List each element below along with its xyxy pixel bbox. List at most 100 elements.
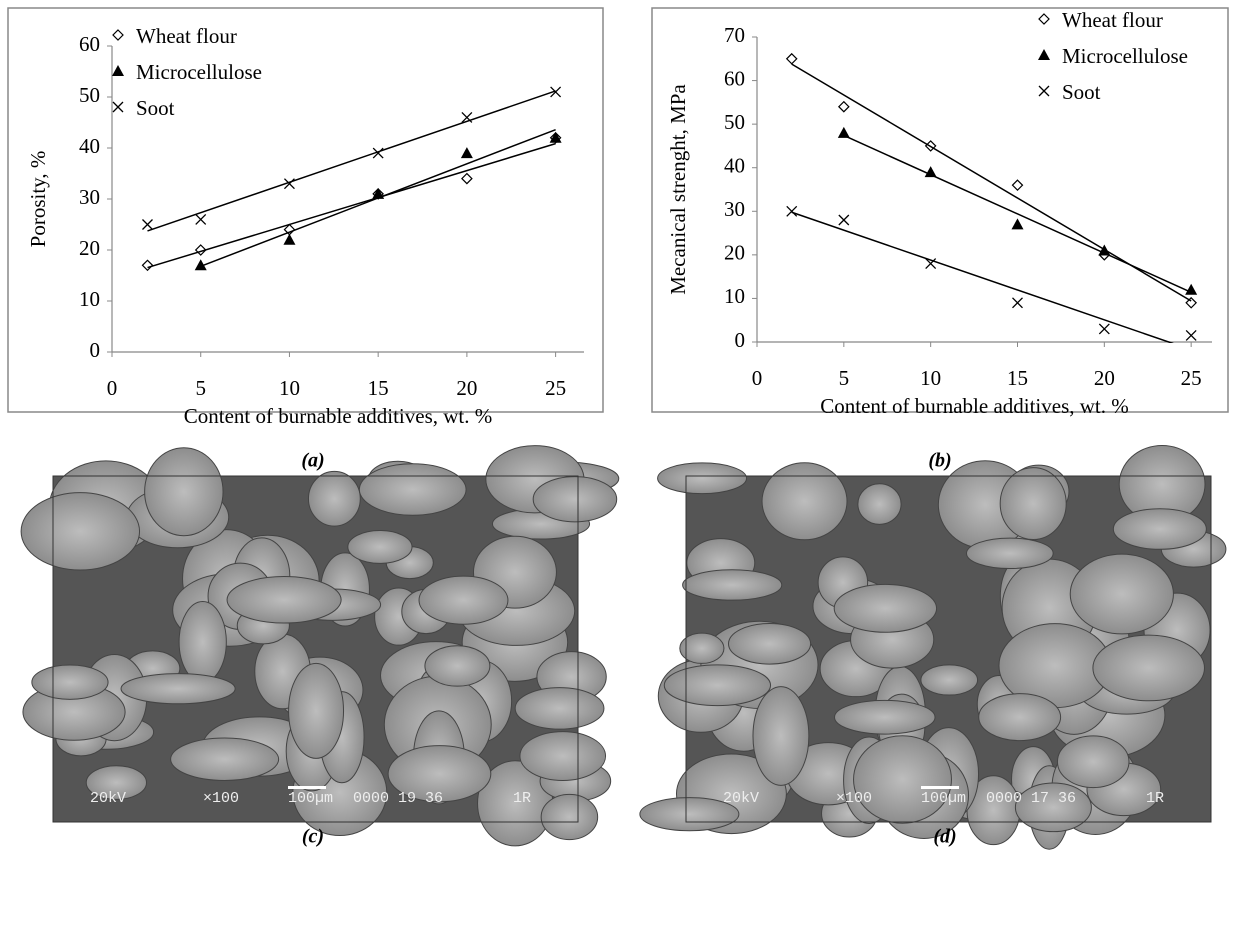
- sem-grain: [289, 663, 344, 758]
- marker-shape: [1186, 330, 1196, 340]
- y-tick-label: 20: [79, 236, 100, 260]
- sem-grain: [227, 577, 341, 623]
- y-tick-label: 40: [724, 154, 745, 178]
- caption: (d): [933, 826, 956, 848]
- sem-grain: [728, 623, 810, 664]
- data-point: [461, 147, 473, 158]
- sem-grain: [967, 538, 1054, 568]
- legend-label: Microcellulose: [1062, 44, 1188, 68]
- marker-shape: [113, 102, 123, 112]
- y-tick-label: 60: [79, 32, 100, 56]
- marker-shape: [113, 30, 123, 40]
- y-tick-label: 50: [724, 110, 745, 134]
- sem-grain: [753, 687, 809, 786]
- marker-shape: [1011, 218, 1023, 229]
- marker-shape: [787, 54, 797, 64]
- sem-grain: [1000, 468, 1066, 540]
- sem-grain: [515, 688, 604, 730]
- sem-grain: [419, 576, 508, 624]
- sem-info: 1R: [513, 790, 531, 807]
- sem-grain: [171, 738, 279, 780]
- marker-shape: [839, 102, 849, 112]
- sem-grain: [121, 674, 235, 704]
- data-point: [839, 102, 849, 112]
- sem-info: 100µm: [288, 790, 333, 807]
- sem-grain: [683, 570, 782, 600]
- marker-shape: [283, 234, 295, 245]
- marker-shape: [1185, 284, 1197, 295]
- data-point: [462, 174, 472, 184]
- legend-label: Wheat flour: [1062, 8, 1163, 32]
- data-point: [1012, 298, 1022, 308]
- sem-info: 20kV: [90, 790, 126, 807]
- marker-shape: [1039, 86, 1049, 96]
- sem-grain: [533, 477, 617, 522]
- sem-grain: [21, 493, 139, 570]
- sem-grain: [979, 694, 1061, 741]
- sem-grain: [858, 484, 901, 525]
- caption: (c): [302, 826, 324, 848]
- figure: 01020304050600510152025Content of burnab…: [0, 0, 1234, 938]
- data-point: [142, 220, 152, 230]
- y-tick-label: 20: [724, 241, 745, 265]
- data-point: [787, 206, 797, 216]
- sem-info: ×100: [836, 790, 872, 807]
- sem-grain: [854, 736, 952, 823]
- legend-label: Microcellulose: [136, 60, 262, 84]
- marker-shape: [1012, 298, 1022, 308]
- data-point: [1185, 284, 1197, 295]
- legend-marker: [113, 30, 123, 40]
- sem-grain: [1057, 736, 1129, 788]
- caption: (a): [301, 450, 324, 472]
- y-tick-label: 30: [724, 197, 745, 221]
- sem-grain: [179, 602, 226, 683]
- data-point: [787, 54, 797, 64]
- trend-line: [201, 130, 556, 267]
- y-axis-label: Mecanical strenght, MPa: [666, 84, 690, 295]
- sem-info: 1R: [1146, 790, 1164, 807]
- data-point: [142, 260, 152, 270]
- marker-shape: [1012, 180, 1022, 190]
- x-tick-label: 10: [279, 376, 300, 400]
- trend-line: [792, 212, 1191, 349]
- x-tick-label: 20: [456, 376, 477, 400]
- data-point: [839, 215, 849, 225]
- sem-grain: [834, 584, 936, 632]
- marker-shape: [1038, 49, 1050, 60]
- sem-grain: [1070, 554, 1173, 634]
- y-tick-label: 10: [724, 284, 745, 308]
- scale-bar: [921, 786, 959, 789]
- legend-marker: [1038, 49, 1050, 60]
- y-tick-label: 60: [724, 66, 745, 90]
- sem-grain: [425, 646, 490, 686]
- scale-bar: [288, 786, 326, 789]
- x-axis-label: Content of burnable additives, wt. %: [184, 404, 493, 428]
- legend-marker: [113, 102, 123, 112]
- sem-grain: [921, 665, 978, 695]
- x-tick-label: 5: [195, 376, 206, 400]
- marker-shape: [142, 220, 152, 230]
- sem-info: ×100: [203, 790, 239, 807]
- y-tick-label: 30: [79, 185, 100, 209]
- marker-shape: [112, 65, 124, 76]
- marker-shape: [1039, 14, 1049, 24]
- sem-grain: [762, 463, 847, 540]
- legend-marker: [1039, 86, 1049, 96]
- data-point: [1012, 180, 1022, 190]
- marker-shape: [1099, 324, 1109, 334]
- data-point: [196, 214, 206, 224]
- legend-marker: [1039, 14, 1049, 24]
- legend-marker: [112, 65, 124, 76]
- data-point: [1011, 218, 1023, 229]
- x-tick-label: 15: [1007, 366, 1028, 390]
- x-tick-label: 25: [545, 376, 566, 400]
- x-tick-label: 15: [368, 376, 389, 400]
- sem-grain: [541, 794, 598, 839]
- x-tick-label: 5: [839, 366, 850, 390]
- sem-grain: [359, 464, 466, 516]
- sem-grain: [32, 665, 108, 699]
- sem-grain: [1113, 509, 1206, 550]
- marker-shape: [839, 215, 849, 225]
- sem-info: 100µm: [921, 790, 966, 807]
